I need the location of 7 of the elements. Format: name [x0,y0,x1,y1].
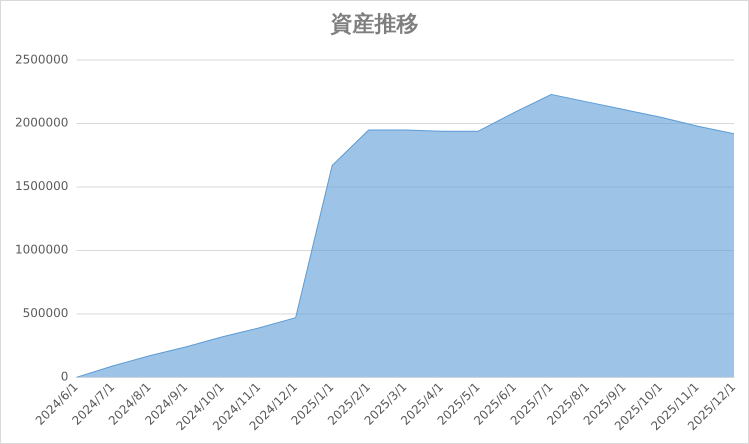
y-tick-label: 2000000 [14,116,68,130]
y-tick-label: 0 [60,369,68,384]
y-tick-label: 2500000 [14,52,68,66]
chart-title: 資産推移 [330,11,420,39]
y-tick-label: 1000000 [14,242,68,257]
y-tick-label: 500000 [22,306,68,320]
y-tick-label: 1500000 [14,179,68,194]
